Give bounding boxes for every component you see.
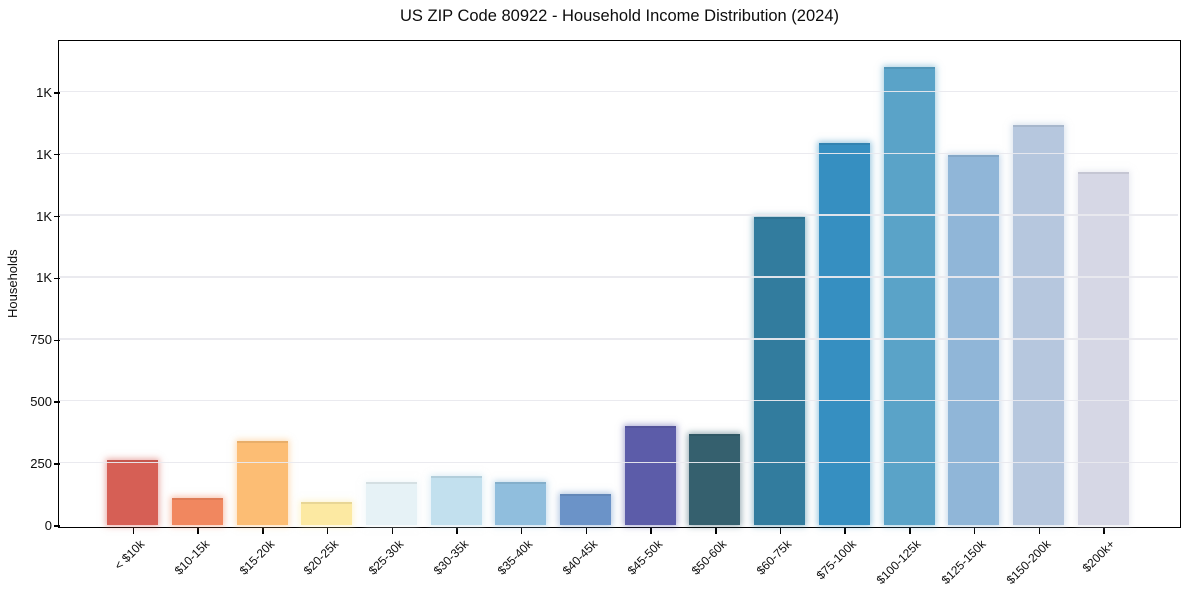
x-tick-mark (326, 528, 329, 534)
y-tick-label: 0 (44, 518, 52, 533)
y-tick-mark (53, 153, 60, 156)
y-tick-label: 750 (30, 332, 52, 348)
x-tick-mark (909, 528, 911, 534)
y-tick-mark (53, 277, 60, 280)
x-tick-mark (1038, 528, 1041, 534)
y-tick-mark (53, 401, 60, 403)
y-tick-label: 1K (36, 146, 52, 162)
y-tick-mark (53, 463, 60, 465)
x-tick-mark (715, 528, 717, 534)
bar-9 (689, 433, 741, 526)
plot-area (58, 40, 1181, 528)
y-tick-label: 1K (36, 84, 52, 100)
y-tick-mark (53, 339, 60, 342)
x-tick-mark (973, 528, 976, 534)
bar-11 (818, 142, 870, 526)
bar-10 (754, 216, 806, 526)
bar-12 (883, 67, 935, 526)
y-tick-mark (53, 525, 60, 527)
bar-15 (1077, 172, 1129, 526)
y-tick-mark (53, 91, 60, 94)
chart-title: US ZIP Code 80922 - Household Income Dis… (399, 7, 839, 25)
x-tick-mark (779, 528, 782, 534)
bar-5 (430, 475, 482, 526)
x-tick-mark (456, 528, 458, 534)
y-tick-label: 1K (36, 208, 52, 224)
x-tick-mark (262, 528, 264, 534)
x-tick-mark (650, 528, 652, 534)
y-tick-label: 250 (30, 456, 52, 472)
bar-0 (107, 459, 159, 526)
bar-6 (495, 481, 547, 526)
x-tick-mark (520, 528, 523, 534)
y-tick-mark (53, 215, 60, 218)
x-tick-mark (844, 528, 846, 534)
bar-13 (948, 155, 1000, 526)
y-tick-label: 1K (36, 270, 52, 286)
y-tick-label: 500 (30, 394, 52, 410)
x-tick-mark (197, 528, 199, 534)
bar-1 (171, 497, 223, 526)
bar-7 (560, 494, 612, 526)
bar-14 (1012, 125, 1064, 526)
bar-8 (624, 426, 676, 526)
x-tick-mark (132, 528, 135, 534)
bar-4 (365, 481, 417, 526)
bars-layer (59, 41, 1178, 526)
x-tick-mark (1103, 528, 1105, 534)
x-tick-mark (391, 528, 394, 534)
bar-3 (301, 501, 353, 526)
bar-2 (236, 441, 288, 526)
x-tick-mark (585, 528, 588, 534)
